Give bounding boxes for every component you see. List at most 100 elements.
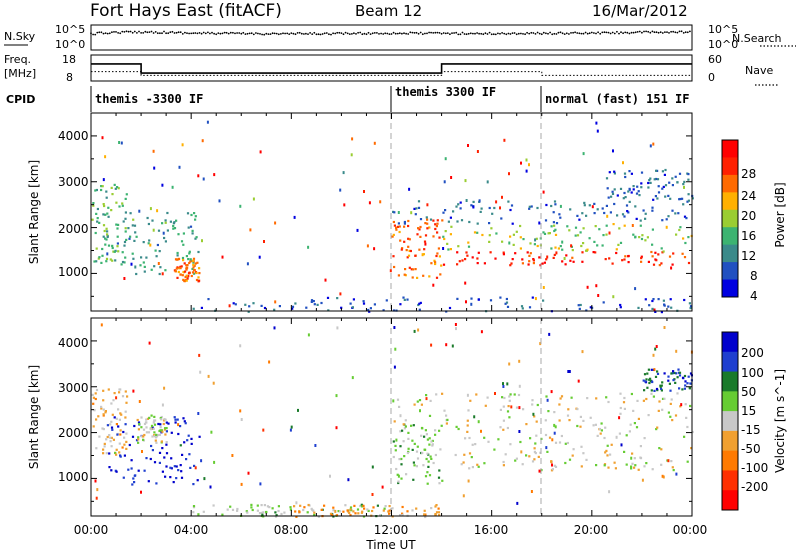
velocity-cell: [643, 389, 646, 392]
velocity-cell: [457, 427, 460, 431]
velocity-cell: [118, 451, 121, 454]
velocity-cell: [564, 442, 567, 445]
velocity-cell: [102, 414, 105, 417]
power-cell: [169, 220, 172, 223]
power-sparse-cell: [508, 241, 511, 245]
velocity-cell: [425, 457, 428, 461]
noise-point: [620, 31, 622, 34]
power-cell: [105, 260, 108, 263]
velocity-cell: [422, 464, 425, 467]
velocity-cell: [645, 462, 648, 465]
power-cell: [489, 251, 492, 254]
cpid-segment-1: themis -3300 IF: [95, 92, 203, 106]
power-sparse-cell: [152, 228, 155, 232]
power-cell: [636, 185, 639, 188]
velocity-cell: [514, 459, 517, 462]
power-cell: [123, 244, 126, 247]
velocity-cell: [197, 513, 200, 516]
power-cell: [519, 236, 522, 239]
power-cell: [183, 262, 186, 265]
colorbar-swatch: [722, 279, 738, 298]
power-cell: [621, 213, 625, 216]
velocity-cell: [497, 438, 500, 441]
velocity-cell: [499, 408, 502, 411]
velocity-cell: [122, 430, 125, 434]
power-sparse-cell: [153, 166, 156, 170]
noise-point: [632, 31, 635, 34]
power-cell: [191, 232, 194, 235]
power-cell: [538, 256, 541, 259]
noise-point: [463, 33, 466, 35]
power-cell: [601, 207, 604, 210]
noise-point: [555, 33, 558, 35]
noise-point: [127, 30, 130, 33]
power-cell: [187, 258, 190, 261]
power-cell: [521, 262, 524, 265]
power-cell: [102, 224, 106, 227]
power-cell: [278, 305, 281, 308]
power-cell: [192, 257, 196, 260]
power-sparse-cell: [339, 292, 342, 296]
power-cell: [442, 235, 445, 238]
power-cell: [506, 305, 510, 308]
velocity-cell: [672, 469, 675, 472]
power-cell: [403, 220, 406, 224]
noise-point: [382, 33, 385, 35]
velocity-cell: [256, 509, 259, 512]
power-cell: [678, 172, 682, 175]
velocity-cell: [558, 441, 562, 444]
velocity-sparse-cell: [551, 438, 554, 442]
velocity-cell: [173, 465, 176, 468]
power-cell: [661, 170, 664, 173]
power-cell: [577, 304, 580, 307]
power-cell: [617, 243, 620, 246]
velocity-cell: [354, 512, 357, 515]
noise-point: [580, 32, 583, 35]
velocity-cell: [528, 455, 531, 458]
velocity-cell: [113, 416, 116, 419]
velocity-cell: [159, 423, 162, 426]
power-cell: [182, 232, 185, 235]
power-cell: [456, 251, 459, 254]
velocity-cell: [246, 511, 249, 514]
noise-point: [540, 33, 543, 36]
velocity-cell: [439, 448, 442, 451]
power-cell: [179, 267, 182, 270]
velocity-cell: [558, 403, 561, 406]
velocity-sparse-cell: [419, 409, 421, 413]
velocity-cell: [137, 436, 140, 439]
freq-ytick-left-top: 18: [62, 53, 76, 66]
power-cell: [147, 222, 150, 226]
power-cell: [175, 219, 178, 222]
power-cell: [408, 249, 411, 252]
power-sparse-cell: [652, 142, 655, 146]
power-cell: [106, 212, 109, 215]
velocity-sparse-cell: [290, 425, 293, 429]
power-cell: [679, 197, 682, 201]
velocity-cell: [179, 425, 182, 428]
power-cell: [593, 202, 596, 205]
velocity-cell: [519, 440, 522, 444]
velocity-cell: [659, 384, 662, 387]
velocity-cell: [388, 509, 391, 512]
velocity-sparse-cell: [506, 382, 509, 386]
power-cell: [111, 244, 114, 247]
noise-point: [672, 30, 675, 33]
velocity-sparse-cell: [148, 341, 151, 345]
noise-point: [104, 32, 107, 34]
power-cell: [181, 256, 185, 260]
velocity-cell: [221, 513, 224, 516]
velocity-cell: [124, 390, 127, 393]
power-cell: [158, 272, 161, 276]
power-cell: [681, 197, 684, 200]
power-cell: [132, 218, 135, 221]
colorbar-swatch: [722, 332, 738, 353]
velocity-cell: [508, 399, 511, 402]
power-cell: [190, 274, 193, 278]
velocity-sparse-cell: [307, 333, 310, 337]
power-cell: [627, 261, 630, 264]
power-cell: [553, 224, 556, 227]
velocity-cell: [435, 393, 438, 396]
power-cell: [653, 178, 656, 181]
noise-point: [407, 33, 410, 35]
